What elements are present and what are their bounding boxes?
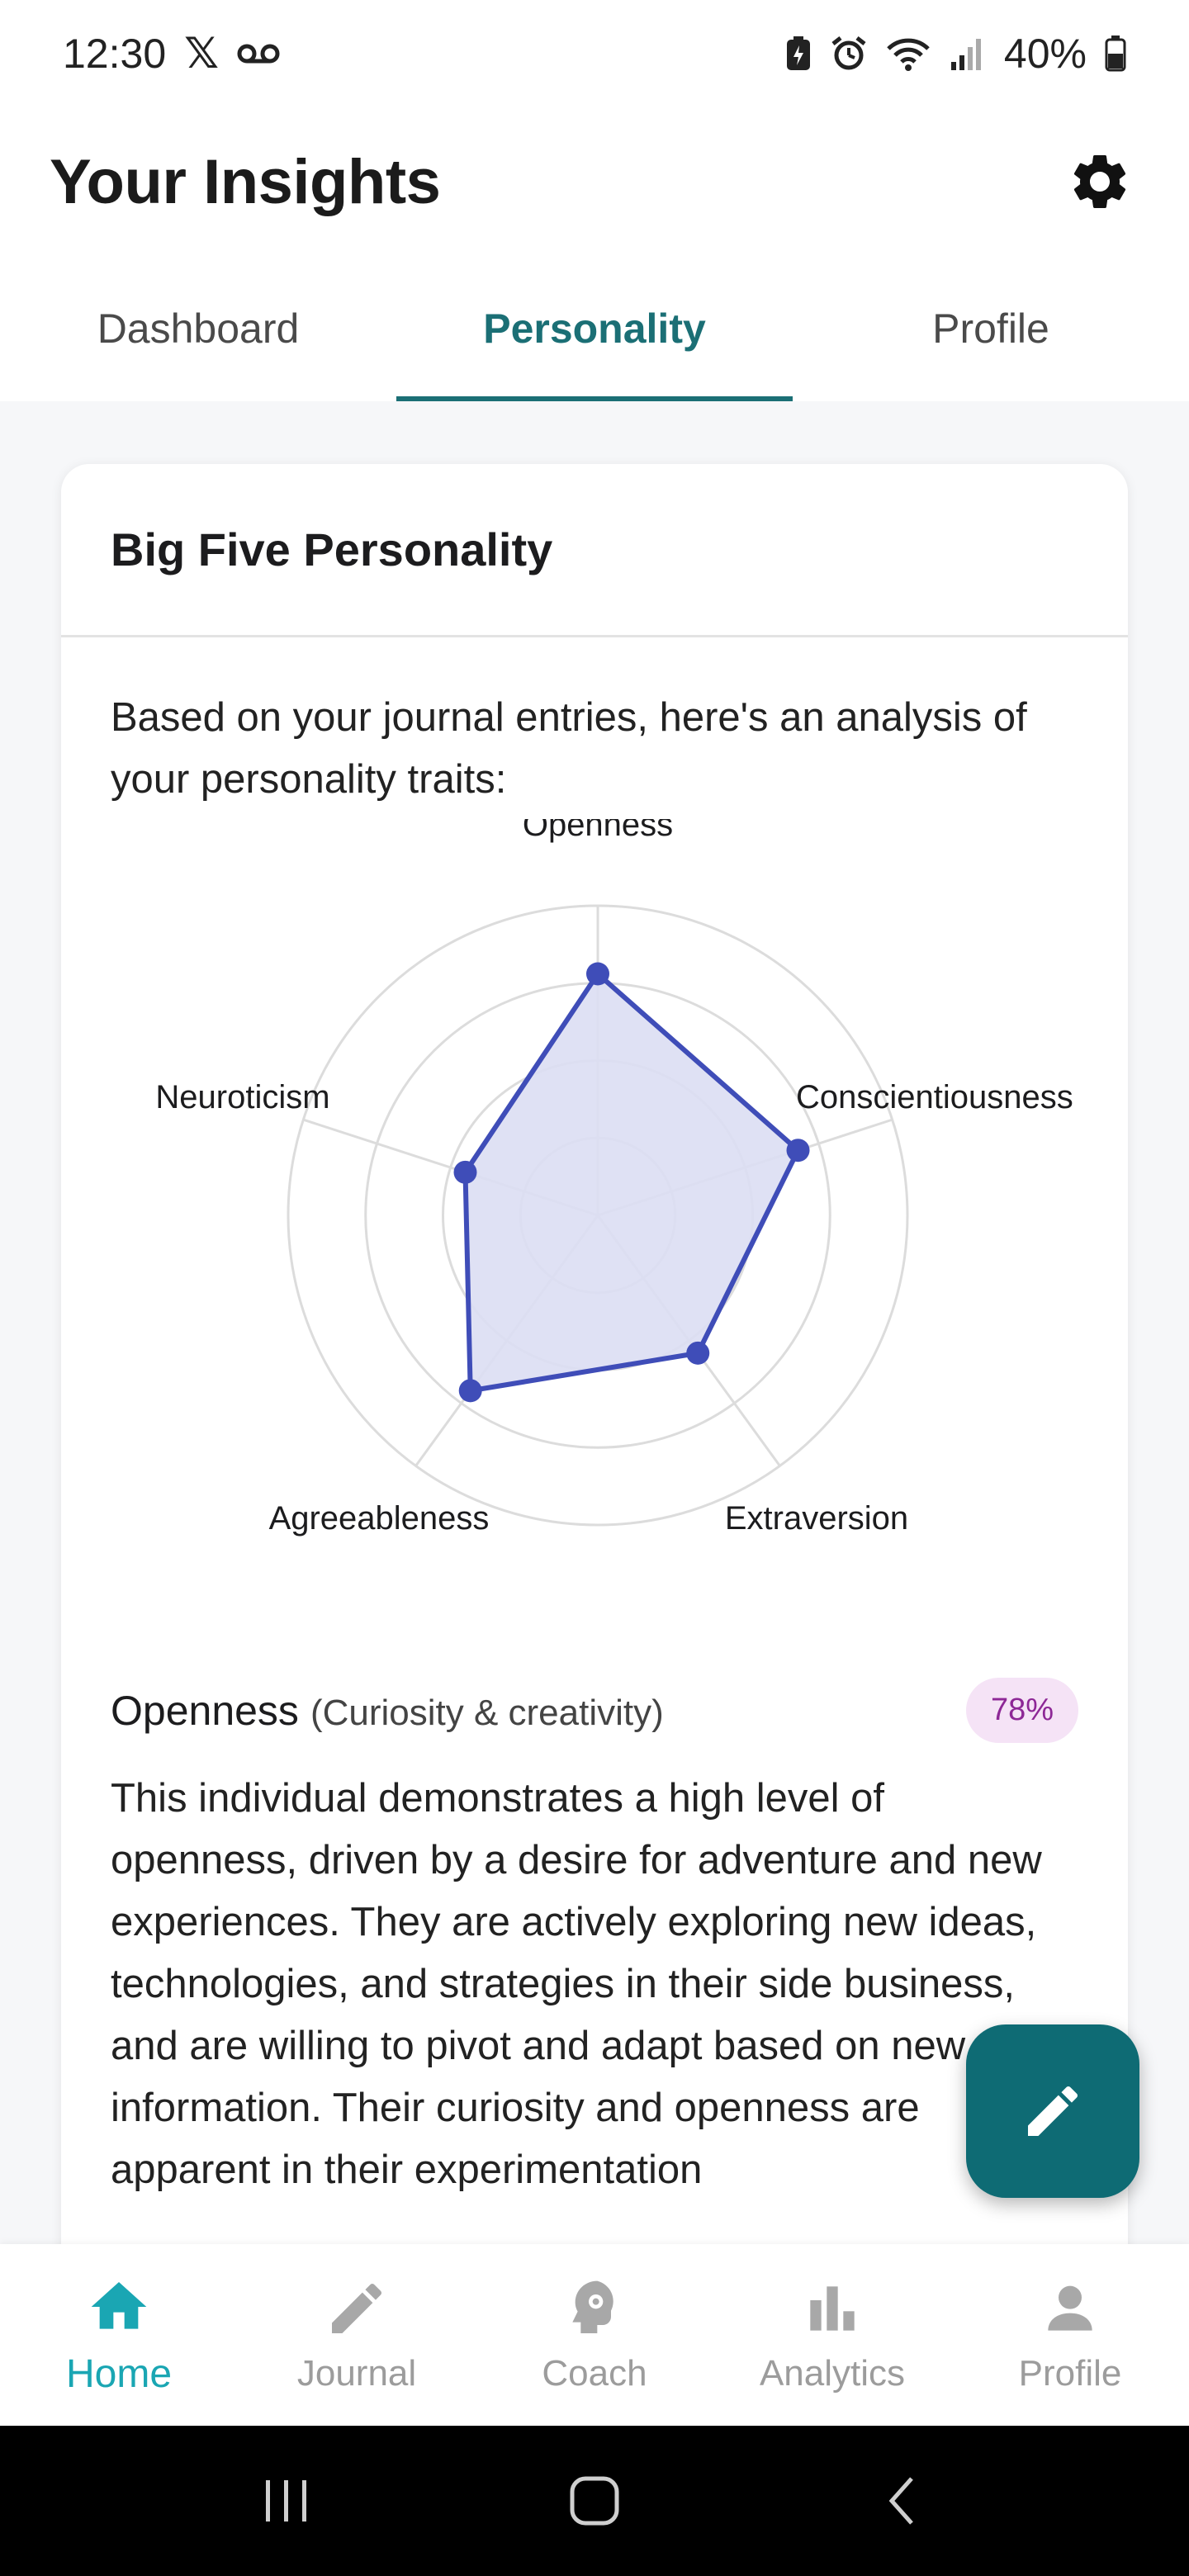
radar-point-neuroticism bbox=[453, 1160, 477, 1184]
radar-area bbox=[462, 971, 801, 1394]
radar-chart: Openness Conscientiousness Extraversion Agr… bbox=[61, 819, 1128, 1628]
nav-coach[interactable]: Coach bbox=[476, 2244, 713, 2426]
radar-point-openness bbox=[586, 962, 609, 986]
voicemail-icon bbox=[237, 44, 280, 64]
radar-axis-label-agreeableness: Agreeableness bbox=[269, 1500, 490, 1537]
nav-coach-label: Coach bbox=[542, 2353, 647, 2394]
app-header: Your Insights bbox=[0, 107, 1189, 256]
battery-percent: 40% bbox=[1003, 31, 1087, 77]
trait-name: Openness bbox=[111, 1687, 299, 1734]
system-nav-bar bbox=[0, 2426, 1189, 2576]
person-icon bbox=[1048, 2285, 1092, 2331]
signal-icon bbox=[950, 39, 981, 70]
wifi-icon bbox=[887, 38, 930, 71]
nav-profile[interactable]: Profile bbox=[951, 2244, 1189, 2426]
radar-axis-label-extraversion: Extraversion bbox=[725, 1500, 908, 1537]
coach-head-icon bbox=[572, 2280, 613, 2333]
nav-analytics[interactable]: Analytics bbox=[713, 2244, 951, 2426]
home-system-icon[interactable] bbox=[566, 2472, 623, 2530]
big-five-card: Big Five Personality Based on your journ… bbox=[61, 464, 1128, 2363]
home-icon bbox=[91, 2281, 147, 2329]
tab-personality[interactable]: Personality bbox=[396, 256, 793, 401]
card-body: Based on your journal entries, here's an… bbox=[61, 637, 1128, 2201]
trait-subtitle: (Curiosity & creativity) bbox=[310, 1692, 664, 1733]
radar-chart-svg: Openness Conscientiousness Extraversion Agr… bbox=[155, 819, 1073, 1537]
bottom-nav: Home Journal Coach Analytics Profile bbox=[0, 2244, 1189, 2426]
nav-profile-label: Profile bbox=[1018, 2353, 1122, 2394]
recents-icon[interactable] bbox=[258, 2472, 315, 2530]
radar-axis-label-openness: Openness bbox=[523, 819, 673, 843]
new-entry-fab[interactable] bbox=[966, 2024, 1139, 2198]
gear-icon bbox=[1073, 154, 1126, 208]
status-time: 12:30 bbox=[63, 31, 167, 77]
radar-point-extraversion bbox=[686, 1341, 710, 1365]
trait-header: Openness (Curiosity & creativity) 78% bbox=[111, 1678, 1078, 1743]
back-icon[interactable] bbox=[874, 2472, 931, 2530]
card-title: Big Five Personality bbox=[111, 523, 553, 575]
tab-dashboard[interactable]: Dashboard bbox=[97, 305, 300, 352]
battery-saver-icon bbox=[786, 36, 810, 70]
trait-description: This individual demonstrates a high leve… bbox=[111, 1776, 1042, 2192]
radar-point-conscientiousness bbox=[786, 1139, 810, 1163]
nav-home-label: Home bbox=[65, 2351, 173, 2396]
pencil-icon bbox=[1028, 2086, 1078, 2136]
nav-journal-label: Journal bbox=[296, 2353, 417, 2394]
battery-icon bbox=[1105, 36, 1126, 72]
card-header: Big Five Personality bbox=[61, 464, 1128, 637]
tab-profile[interactable]: Profile bbox=[932, 305, 1049, 352]
radar-axis-label-neuroticism: Neuroticism bbox=[155, 1079, 329, 1115]
page-title: Your Insights bbox=[50, 146, 441, 217]
nav-journal[interactable]: Journal bbox=[238, 2244, 476, 2426]
radar-axis-label-conscientiousness: Conscientiousness bbox=[796, 1079, 1073, 1115]
x-app-icon: 𝕏 bbox=[184, 30, 220, 78]
intro-text: Based on your journal entries, here's an… bbox=[111, 695, 1027, 802]
radar-point-agreeableness bbox=[458, 1379, 482, 1403]
trait-score-badge: 78% bbox=[965, 1678, 1078, 1743]
nav-home[interactable]: Home bbox=[0, 2244, 238, 2426]
settings-button[interactable] bbox=[1060, 142, 1139, 221]
pencil-icon bbox=[332, 2283, 382, 2333]
nav-analytics-label: Analytics bbox=[759, 2353, 906, 2394]
bar-chart-icon bbox=[810, 2286, 855, 2331]
status-bar: 12:30 𝕏 40% bbox=[0, 0, 1189, 107]
alarm-icon bbox=[831, 36, 866, 70]
tab-bar: Dashboard Personality Profile bbox=[0, 256, 1189, 401]
